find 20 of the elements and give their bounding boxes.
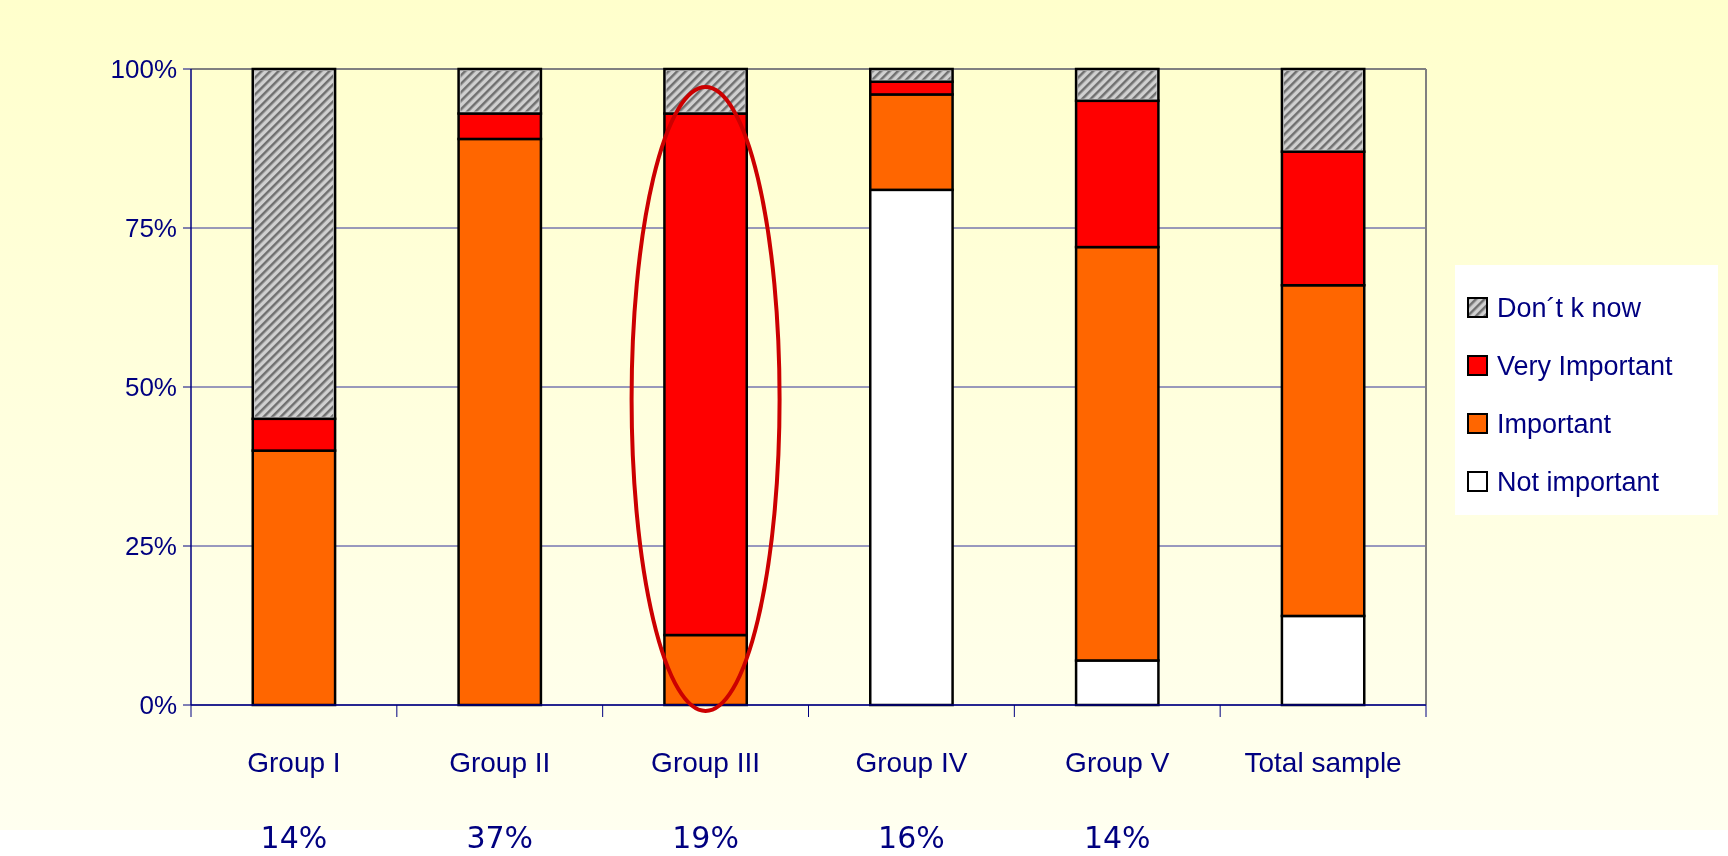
legend-label: Important [1497,409,1612,440]
text: 14% [1083,820,1151,855]
x-tick-label: Group I [247,747,341,778]
text: 19% [672,820,739,855]
x-tick-label: Group IV [855,747,968,778]
text: 14% [260,820,328,855]
y-tick-label: 25% [124,531,177,562]
legend-label: Don´t k now [1497,293,1642,324]
legend-label: Not important [1497,467,1660,498]
x-tick-label: Group V [1065,747,1170,778]
x-tick-label: Group II [449,747,551,778]
x-tick-label: Group III [651,747,761,778]
text: 16% [878,820,945,855]
x-tick-label: Total sample [1244,747,1402,778]
legend-label: Very Important [1497,351,1674,382]
y-tick-label: 100% [110,54,177,85]
y-tick-label: 75% [124,213,177,244]
text: 37% [466,820,534,855]
y-tick-label: 50% [124,372,177,403]
y-tick-label: 0% [139,690,177,721]
